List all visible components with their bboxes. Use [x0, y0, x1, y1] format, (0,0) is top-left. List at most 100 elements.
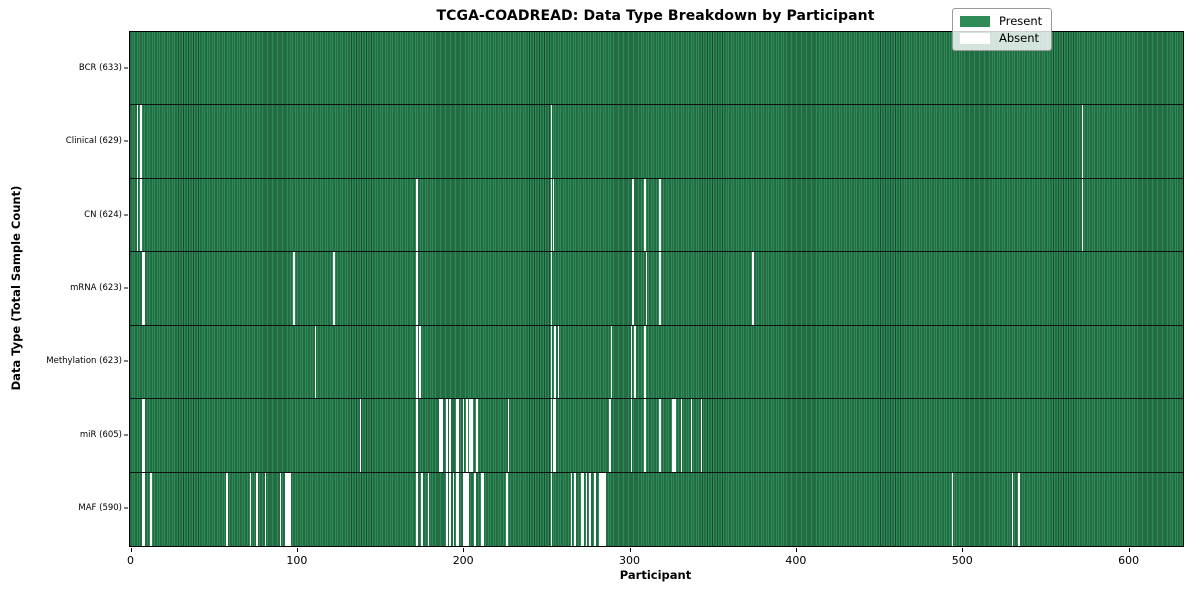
y-tick-mark	[124, 67, 128, 69]
absent-stripe	[1011, 472, 1014, 546]
absent-stripe	[600, 472, 603, 546]
absent-stripe	[462, 472, 465, 546]
heatmap-row-cn	[130, 178, 1183, 253]
absent-stripe	[416, 325, 418, 399]
chart-title: TCGA-COADREAD: Data Type Breakdown by Pa…	[436, 8, 875, 24]
plot-area	[129, 31, 1184, 547]
absent-stripe	[690, 399, 693, 472]
heatmap-row-methylation	[130, 325, 1183, 400]
absent-stripe	[416, 399, 418, 472]
absent-stripe	[585, 472, 588, 546]
absent-stripe	[441, 399, 443, 472]
absent-stripe	[289, 472, 292, 546]
absent-stripe	[550, 399, 553, 472]
y-tick-label-bcr: BCR (633)	[78, 62, 122, 73]
absent-stripe	[456, 472, 458, 546]
y-tick-label-mrna: mRNA (623)	[70, 283, 122, 293]
absent-stripe	[421, 472, 423, 546]
absent-stripe	[149, 472, 152, 546]
absent-stripe	[314, 325, 317, 399]
heatmap-row-maf	[130, 472, 1183, 546]
absent-swatch-icon	[960, 32, 990, 44]
absent-stripe	[359, 399, 362, 472]
y-axis-label: Data Type (Total Sample Count)	[9, 185, 23, 391]
absent-stripe	[249, 472, 252, 546]
legend-label-present: Present	[999, 14, 1043, 28]
absent-stripe	[136, 105, 139, 178]
absent-stripe	[630, 325, 633, 399]
absent-stripe	[630, 399, 633, 472]
absent-stripe	[439, 399, 441, 472]
x-tick-label-100: 100	[286, 554, 308, 567]
absent-stripe	[143, 252, 145, 325]
x-tick-mark	[962, 548, 964, 552]
absent-stripe	[604, 472, 606, 546]
absent-stripe	[552, 399, 555, 472]
absent-stripe	[139, 178, 142, 252]
absent-stripe	[427, 472, 430, 546]
absent-stripe	[752, 252, 754, 325]
absent-stripe	[226, 472, 229, 546]
absent-stripe	[645, 252, 648, 325]
x-tick-label-0: 0	[127, 554, 134, 567]
absent-stripe	[446, 472, 448, 546]
absent-stripe	[416, 252, 418, 325]
heatmap-row-mir	[130, 399, 1183, 473]
absent-stripe	[632, 252, 634, 325]
absent-stripe	[466, 399, 468, 472]
absent-stripe	[141, 252, 144, 325]
absent-stripe	[264, 472, 267, 546]
absent-stripe	[589, 472, 591, 546]
absent-stripe	[139, 105, 142, 178]
absent-stripe	[469, 399, 471, 472]
absent-stripe	[570, 472, 573, 546]
absent-stripe	[466, 472, 468, 546]
absent-stripe	[456, 399, 458, 472]
x-tick-mark	[1128, 548, 1130, 552]
absent-stripe	[471, 399, 473, 472]
x-tick-mark	[130, 548, 132, 552]
absent-stripe	[680, 399, 683, 472]
y-tick-label-mir: miR (605)	[79, 429, 122, 440]
absent-stripe	[550, 252, 553, 325]
y-tick-mark	[124, 434, 128, 436]
absent-stripe	[141, 399, 144, 472]
absent-stripe	[658, 252, 661, 325]
x-tick-mark	[463, 548, 465, 552]
y-tick-label-maf: MAF (590)	[78, 503, 122, 514]
absent-stripe	[1018, 472, 1020, 546]
absent-stripe	[446, 399, 448, 472]
absent-stripe	[673, 399, 676, 472]
absent-stripe	[609, 399, 611, 472]
absent-stripe	[658, 178, 661, 252]
absent-stripe	[416, 178, 418, 252]
absent-stripe	[1081, 178, 1084, 252]
absent-stripe	[672, 399, 674, 472]
x-tick-mark	[296, 548, 298, 552]
x-tick-mark	[795, 548, 797, 552]
y-tick-mark	[124, 507, 128, 509]
absent-stripe	[552, 178, 555, 252]
absent-stripe	[580, 472, 583, 546]
absent-stripe	[457, 399, 460, 472]
absent-stripe	[644, 178, 646, 252]
absent-stripe	[279, 472, 282, 546]
absent-stripe	[467, 472, 470, 546]
absent-stripe	[462, 399, 465, 472]
absent-stripe	[284, 472, 287, 546]
absent-stripe	[634, 325, 636, 399]
heatmap-row-mrna	[130, 252, 1183, 326]
absent-stripe	[574, 472, 576, 546]
absent-stripe	[332, 252, 335, 325]
absent-stripe	[951, 472, 954, 546]
y-tick-label-methylation: Methylation (623)	[46, 356, 122, 367]
absent-stripe	[452, 472, 455, 546]
x-axis-label: Participant	[619, 568, 692, 582]
absent-stripe	[599, 472, 601, 546]
x-tick-label-500: 500	[951, 554, 973, 567]
absent-stripe	[554, 399, 556, 472]
absent-stripe	[602, 472, 604, 546]
absent-stripe	[449, 472, 451, 546]
y-tick-mark	[124, 287, 128, 289]
absent-stripe	[582, 472, 585, 546]
